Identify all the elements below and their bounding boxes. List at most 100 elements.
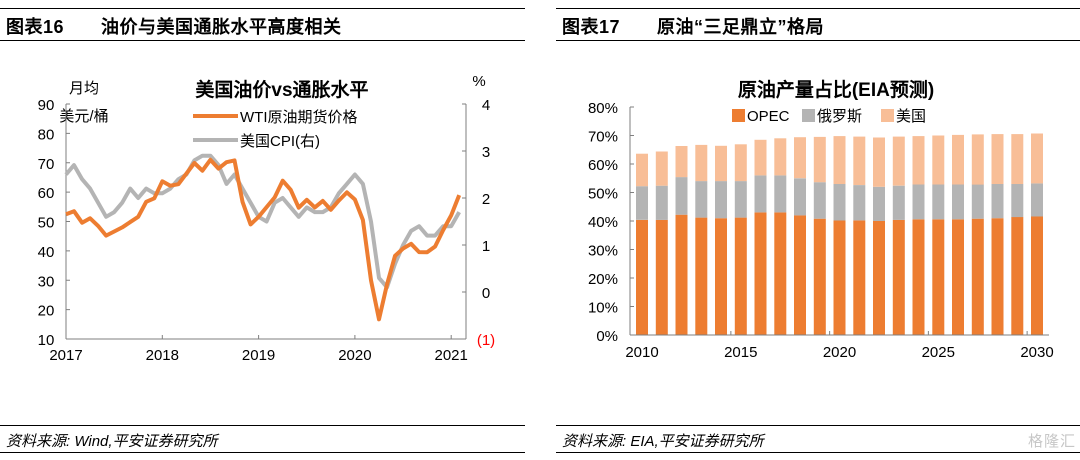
- y-tick-label: 0%: [596, 328, 618, 345]
- bar-russia-2012: [675, 177, 688, 215]
- y-tick-label: 80%: [588, 100, 618, 117]
- right-y-tick-label: 3: [482, 144, 490, 161]
- right-y-tick-label: 0: [482, 285, 490, 302]
- bar-opec-2023: [892, 219, 905, 335]
- legend-label-wti: WTI原油期货价格: [240, 109, 358, 126]
- bar-usa-2016: [754, 139, 767, 176]
- x-tick-label: 2015: [724, 344, 757, 361]
- bar-russia-2026: [952, 184, 964, 220]
- source-top-rule: [0, 425, 525, 426]
- header-rule: [0, 40, 525, 41]
- bar-opec-2029: [1011, 217, 1024, 335]
- bars: [636, 133, 1043, 335]
- bar-russia-2018: [794, 178, 806, 216]
- bottom-rule: [0, 452, 525, 453]
- bar-russia-2024: [912, 184, 925, 220]
- bar-usa-2012: [675, 146, 688, 178]
- top-rule: [0, 8, 525, 9]
- bar-usa-2023: [892, 136, 905, 186]
- x-tick-label: 2010: [625, 344, 658, 361]
- bar-usa-2022: [873, 137, 885, 187]
- right-y-tick-label: (1): [477, 332, 495, 349]
- bar-usa-2019: [813, 136, 826, 183]
- y-tick-label: 60%: [588, 157, 618, 174]
- bar-russia-2028: [991, 184, 1004, 219]
- bar-opec-2018: [794, 215, 806, 335]
- watermark: 格隆汇: [1027, 433, 1076, 450]
- bar-opec-2016: [754, 212, 767, 335]
- bar-opec-2014: [715, 218, 727, 335]
- x-tick-label: 2025: [922, 344, 955, 361]
- bar-opec-2030: [1031, 216, 1043, 335]
- legend: WTI原油期货价格 美国CPI(右): [193, 109, 358, 150]
- left-axis-unit-line1: 月均: [69, 80, 99, 97]
- figure-title: 油价与美国通胀水平高度相关: [101, 17, 342, 37]
- x-tick-label: 2020: [823, 344, 856, 361]
- bar-opec-2011: [655, 219, 668, 335]
- right-y-tick-label: 2: [482, 191, 490, 208]
- left-y-tick-label: 20: [38, 303, 55, 320]
- bar-usa-2020: [833, 136, 846, 184]
- bar-usa-2014: [715, 145, 727, 182]
- bar-usa-2030: [1031, 133, 1043, 184]
- bar-usa-2027: [971, 134, 984, 185]
- bar-russia-2019: [813, 182, 826, 219]
- source-note: 资料来源: Wind,平安证券研究所: [6, 433, 218, 450]
- axes: [629, 106, 1049, 336]
- right-y-tick-label: 4: [482, 97, 490, 114]
- left-y-tick-label: 80: [38, 126, 55, 143]
- bar-usa-2010: [636, 153, 648, 187]
- bar-usa-2024: [912, 136, 925, 185]
- wti-price-line: [65, 157, 462, 322]
- left-axis-unit-line2: 美元/桶: [59, 108, 108, 125]
- bar-opec-2024: [912, 219, 925, 335]
- chart-title: 美国油价vs通胀水平: [195, 78, 368, 101]
- bar-opec-2021: [853, 220, 866, 335]
- x-tick-label: 2030: [1020, 344, 1053, 361]
- legend: OPEC 俄罗斯 美国: [732, 108, 926, 125]
- bar-russia-2022: [873, 186, 885, 221]
- figure-number: 图表17: [562, 17, 621, 37]
- bar-russia-2020: [833, 184, 846, 221]
- bar-russia-2013: [695, 181, 708, 218]
- bar-russia-2021: [853, 185, 866, 221]
- figure-17-header: 图表17 原油“三足鼎立”格局: [562, 13, 824, 39]
- bar-opec-2028: [991, 218, 1004, 335]
- figure-number: 图表16: [6, 17, 65, 37]
- x-tick-label: 2020: [338, 347, 371, 364]
- legend-swatch-usa: [881, 109, 894, 122]
- y-tick-label: 10%: [588, 300, 618, 317]
- bar-russia-2017: [774, 175, 787, 213]
- legend-label-cpi: 美国CPI(右): [240, 133, 320, 150]
- oil-vs-cpi-line-chart: 美国油价vs通胀水平 月均 美元/桶 % WTI原油期货价格 美国CPI(右) …: [38, 73, 496, 364]
- series-lines: [64, 153, 462, 322]
- bar-usa-2021: [853, 136, 866, 185]
- left-y-tick-label: 50: [38, 215, 55, 232]
- bar-russia-2027: [971, 184, 984, 219]
- bar-russia-2030: [1031, 183, 1043, 217]
- left-y-tick-label: 60: [38, 185, 55, 202]
- bar-russia-2016: [754, 175, 767, 213]
- tick-labels: 0% 10% 20% 30% 40% 50% 60% 70% 80% 2010 2015 2020 20…: [588, 100, 1054, 361]
- bar-russia-2010: [636, 186, 648, 220]
- left-y-tick-label: 30: [38, 273, 55, 290]
- bar-opec-2022: [873, 221, 885, 335]
- bar-russia-2011: [655, 185, 668, 220]
- left-y-tick-label: 10: [38, 332, 55, 349]
- bar-opec-2019: [813, 218, 826, 335]
- bar-russia-2014: [715, 181, 727, 219]
- right-axis-unit: %: [472, 73, 485, 90]
- x-tick-label: 2018: [146, 347, 179, 364]
- left-y-tick-label: 40: [38, 244, 55, 261]
- bar-opec-2015: [734, 217, 747, 335]
- bar-usa-2025: [932, 135, 945, 185]
- figure-17-panel: 图表17 原油“三足鼎立”格局 原油产量占比(EIA预测) OPEC 俄罗斯 美国…: [556, 0, 1080, 460]
- bar-opec-2012: [675, 214, 688, 335]
- axes: [65, 103, 467, 340]
- y-tick-label: 70%: [588, 129, 618, 146]
- header-rule: [556, 40, 1080, 41]
- left-y-tick-label: 90: [38, 97, 55, 114]
- figure-title: 原油“三足鼎立”格局: [657, 17, 824, 37]
- x-tick-label: 2019: [242, 347, 275, 364]
- x-tick-label: 2021: [435, 347, 468, 364]
